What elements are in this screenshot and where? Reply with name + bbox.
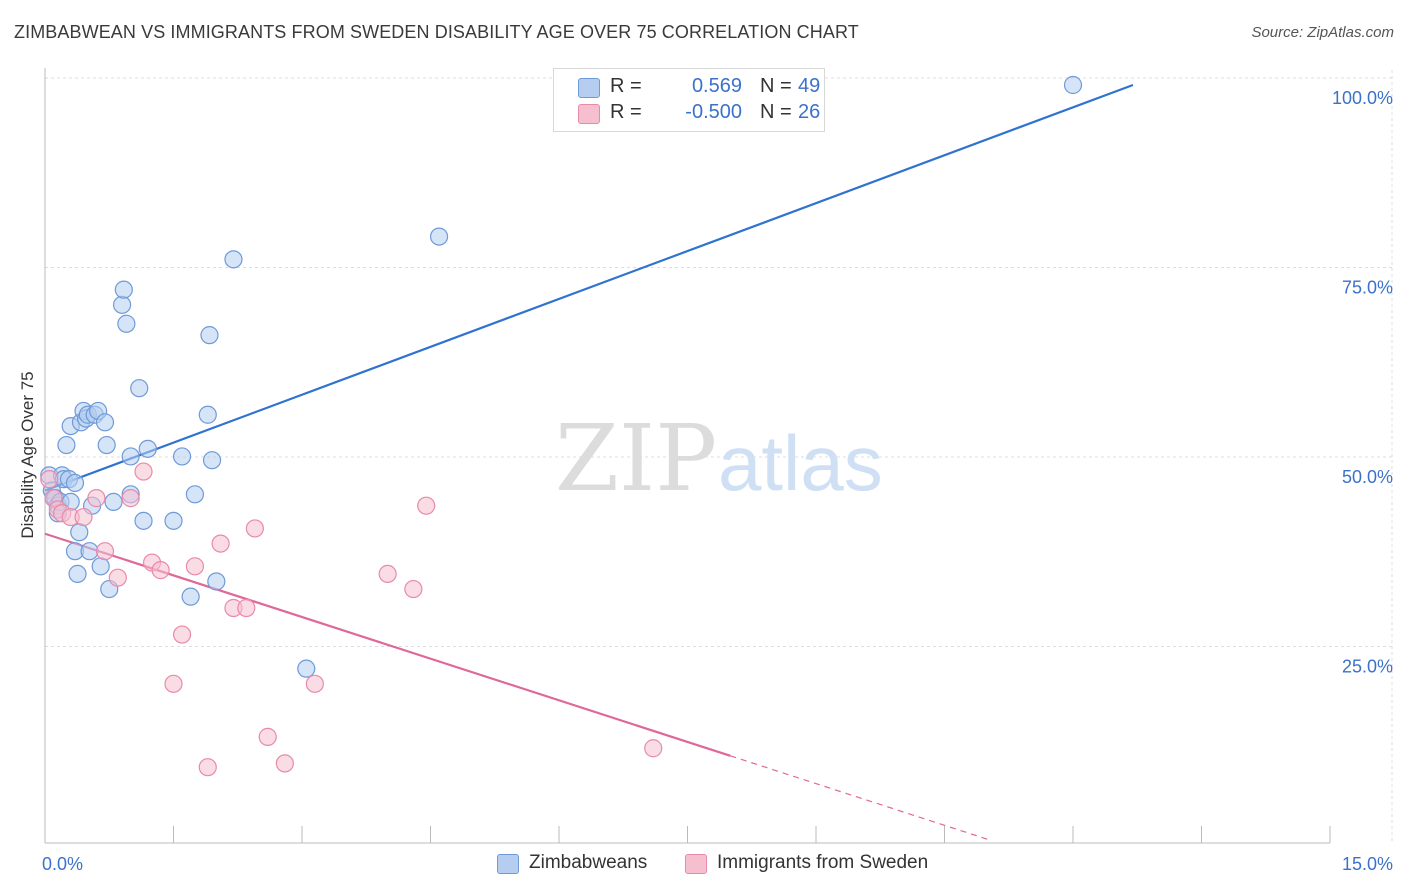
bottom-legend-swatch-blue	[497, 854, 519, 874]
sweden-point	[151, 561, 170, 580]
zimbabwean-point	[198, 405, 217, 424]
sweden-point	[417, 496, 436, 515]
sweden-point	[40, 470, 59, 489]
zimbabwean-point	[70, 523, 89, 542]
axis-layer: 25.0% 50.0% 75.0% 100.0% 0.0% 15.0%	[42, 68, 1393, 874]
source-credit: Source: ZipAtlas.com	[1251, 24, 1394, 41]
zimbabwean-point	[200, 326, 219, 345]
zimbabwean-point	[202, 451, 222, 470]
zimbabwean-point	[134, 511, 153, 530]
correlation-legend: R = 0.569 N = 49 R = -0.500 N = 26	[553, 68, 825, 132]
y-tick-label: 75.0%	[1342, 278, 1393, 298]
zimbabwean-point	[68, 564, 87, 584]
zimbabwean-point	[297, 659, 316, 678]
legend-n-value: 49	[798, 75, 821, 97]
legend-swatch-pink	[578, 104, 600, 124]
trendline	[44, 83, 1134, 492]
legend-n-label: N =	[760, 101, 792, 123]
zimbabwean-point	[121, 447, 140, 466]
sweden-point	[245, 519, 264, 538]
watermark-atlas: atlas	[718, 419, 883, 507]
y-tick-label: 25.0%	[1342, 657, 1393, 677]
y-tick-label: 100.0%	[1332, 88, 1393, 108]
zimbabwean-point	[164, 511, 183, 530]
zimbabwean-point	[57, 435, 76, 455]
legend-r-label: R =	[610, 75, 642, 97]
zimbabwean-point	[112, 295, 132, 314]
sweden-point	[378, 564, 397, 584]
bottom-legend-label: Zimbabweans	[529, 852, 648, 873]
sweden-point	[164, 674, 183, 693]
zimbabwean-point	[207, 572, 226, 591]
zimbabwean-point	[185, 485, 205, 504]
zimbabwean-point	[224, 250, 243, 269]
bottom-legend-swatch-pink	[685, 854, 707, 874]
legend-n-label: N =	[760, 75, 792, 97]
points-layer	[40, 75, 1083, 777]
sweden-point	[644, 739, 663, 758]
sweden-point	[237, 598, 256, 618]
grid-layer	[45, 70, 1393, 843]
sweden-point	[121, 489, 140, 508]
zimbabwean-point	[117, 314, 136, 333]
x-tick-label: 15.0%	[1342, 854, 1393, 874]
bottom-legend-label: Immigrants from Sweden	[717, 852, 929, 873]
zimbabwean-point	[172, 447, 192, 466]
sweden-point	[211, 534, 230, 553]
sweden-point	[134, 462, 153, 481]
zimbabwean-point	[95, 413, 115, 432]
y-axis-label: Disability Age Over 75	[18, 371, 37, 539]
sweden-point	[108, 568, 127, 587]
watermark-zip: ZIP	[555, 405, 717, 512]
legend-r-value: 0.569	[691, 75, 742, 97]
sweden-point	[172, 625, 192, 644]
legend-r-label: R =	[610, 101, 642, 123]
legend-r-value: -0.500	[685, 101, 742, 123]
sweden-point	[185, 557, 205, 576]
zimbabwean-point	[138, 439, 157, 458]
x-tick-label: 0.0%	[42, 854, 83, 874]
sweden-point	[87, 489, 106, 508]
zimbabwean-point	[114, 280, 133, 299]
legend-n-value: 26	[798, 101, 821, 123]
zimbabwean-point	[104, 492, 123, 511]
y-tick-label: 50.0%	[1342, 467, 1393, 487]
watermark: ZIP atlas	[555, 405, 883, 512]
sweden-point	[258, 727, 277, 746]
zimbabwean-point	[80, 542, 99, 561]
legend-swatch-blue	[578, 78, 600, 98]
zimbabwean-point	[429, 227, 449, 246]
sweden-point	[95, 542, 115, 561]
zimbabwean-point	[91, 557, 110, 576]
zimbabwean-point	[130, 379, 149, 398]
sweden-point	[404, 579, 423, 599]
sweden-point	[275, 754, 294, 773]
zimbabwean-point	[1063, 75, 1083, 95]
chart-title: ZIMBABWEAN VS IMMIGRANTS FROM SWEDEN DIS…	[14, 22, 859, 42]
trendline-extension	[730, 755, 988, 840]
zimbabwean-point	[181, 587, 200, 606]
zimbabwean-point	[65, 473, 85, 493]
sweden-point	[305, 674, 324, 693]
sweden-point	[198, 758, 217, 777]
zimbabwean-point	[97, 435, 116, 455]
sweden-point	[74, 507, 93, 527]
